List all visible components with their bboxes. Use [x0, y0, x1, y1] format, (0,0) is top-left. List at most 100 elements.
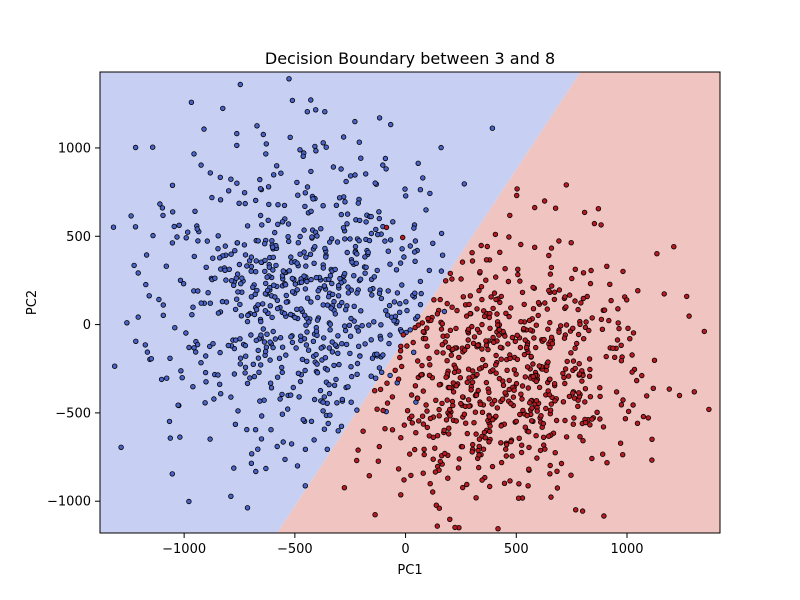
data-point-class-8 — [572, 266, 578, 272]
data-point-class-8 — [483, 338, 489, 344]
data-point-class-3 — [270, 344, 276, 351]
data-point-class-3 — [331, 362, 337, 369]
data-point-class-8 — [422, 336, 429, 342]
data-point-class-3 — [411, 225, 417, 231]
data-point-class-8 — [604, 460, 610, 466]
data-point-class-3 — [304, 329, 310, 335]
data-point-class-8 — [487, 325, 493, 331]
data-point-class-3 — [198, 360, 204, 366]
data-point-class-3 — [277, 335, 284, 341]
data-point-class-3 — [250, 361, 256, 367]
data-point-class-8 — [613, 389, 620, 395]
data-point-class-8 — [482, 435, 488, 441]
data-point-class-3 — [407, 327, 413, 333]
data-point-class-8 — [566, 393, 573, 400]
data-point-class-3 — [195, 238, 201, 244]
data-point-class-8 — [375, 458, 381, 464]
data-point-class-3 — [234, 130, 240, 137]
data-point-class-8 — [570, 390, 576, 396]
data-point-class-8 — [421, 451, 427, 458]
data-point-class-8 — [430, 489, 436, 495]
data-point-class-3 — [332, 311, 338, 317]
data-point-class-3 — [327, 273, 334, 279]
data-point-class-3 — [311, 437, 317, 443]
data-point-class-8 — [482, 362, 489, 369]
data-point-class-8 — [513, 371, 519, 377]
data-point-class-8 — [544, 306, 550, 312]
data-point-class-3 — [286, 268, 292, 274]
data-point-class-8 — [600, 424, 607, 430]
x-tick-label: −1000 — [162, 542, 206, 557]
data-point-class-8 — [438, 326, 445, 332]
data-point-class-3 — [345, 284, 351, 290]
data-point-class-8 — [475, 342, 481, 348]
data-point-class-3 — [306, 319, 312, 325]
data-point-class-8 — [447, 516, 453, 522]
data-point-class-3 — [179, 375, 185, 381]
data-point-class-8 — [551, 289, 558, 295]
data-point-class-8 — [563, 182, 569, 188]
data-point-class-3 — [244, 505, 251, 511]
data-point-class-3 — [311, 260, 317, 266]
data-point-class-3 — [198, 162, 204, 168]
data-point-class-3 — [244, 318, 251, 325]
data-point-class-8 — [400, 332, 406, 338]
data-point-class-8 — [465, 397, 472, 403]
data-point-class-3 — [254, 287, 260, 294]
data-point-class-8 — [511, 387, 517, 393]
data-point-class-8 — [529, 405, 535, 411]
data-point-class-3 — [336, 195, 343, 201]
data-point-class-8 — [427, 481, 433, 487]
data-point-class-3 — [239, 275, 245, 281]
data-point-class-8 — [434, 349, 440, 355]
data-point-class-8 — [447, 270, 453, 277]
data-point-class-3 — [236, 261, 243, 268]
data-point-class-8 — [447, 413, 453, 419]
data-point-class-8 — [649, 436, 655, 442]
data-point-class-3 — [401, 254, 407, 260]
data-point-class-8 — [465, 337, 471, 343]
data-point-class-8 — [563, 434, 570, 440]
data-point-class-8 — [413, 430, 419, 436]
data-point-class-3 — [305, 347, 312, 353]
data-point-class-3 — [298, 279, 305, 285]
data-point-class-8 — [483, 342, 490, 348]
data-point-class-3 — [242, 200, 248, 207]
data-point-class-3 — [382, 238, 388, 244]
data-point-class-3 — [251, 373, 258, 380]
data-point-class-3 — [295, 239, 301, 246]
data-point-class-3 — [289, 97, 296, 104]
data-point-class-8 — [545, 326, 551, 332]
data-point-class-8 — [624, 297, 630, 303]
data-point-class-3 — [281, 310, 288, 317]
data-point-class-3 — [417, 186, 424, 193]
data-point-class-3 — [263, 280, 269, 287]
data-point-class-8 — [458, 400, 464, 407]
data-point-class-8 — [560, 370, 566, 377]
data-point-class-3 — [362, 254, 368, 260]
data-point-class-8 — [547, 344, 553, 351]
data-point-class-8 — [600, 451, 606, 457]
data-point-class-8 — [469, 449, 475, 455]
data-point-class-3 — [252, 269, 259, 275]
data-point-class-3 — [366, 237, 373, 244]
data-point-class-3 — [392, 313, 399, 319]
data-point-class-8 — [436, 413, 442, 419]
data-point-class-3 — [157, 201, 163, 207]
data-point-class-3 — [215, 310, 222, 316]
data-point-class-3 — [294, 260, 300, 266]
data-point-class-3 — [343, 307, 349, 313]
data-point-class-8 — [529, 418, 535, 424]
data-point-class-3 — [356, 237, 362, 244]
data-point-class-3 — [223, 277, 229, 283]
data-point-class-3 — [259, 413, 265, 419]
data-point-class-8 — [582, 419, 589, 426]
data-point-class-3 — [253, 468, 259, 475]
data-point-class-3 — [248, 294, 255, 300]
data-point-class-3 — [265, 184, 272, 190]
data-point-class-8 — [497, 249, 503, 255]
data-point-class-8 — [502, 333, 508, 339]
data-point-class-3 — [144, 349, 151, 355]
data-point-class-3 — [233, 296, 240, 302]
data-point-class-3 — [210, 341, 216, 347]
